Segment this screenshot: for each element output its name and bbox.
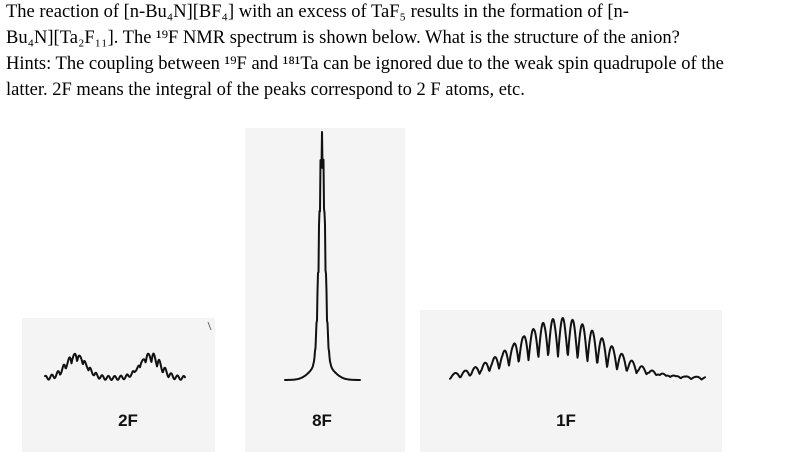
integral-label: 8F [312,411,332,430]
integral-label: 2F [118,411,138,430]
question-line: The reaction of [n-Bu₄N][BF₄] with an ex… [6,2,629,22]
question-line: Hints: The coupling between ¹⁹F and ¹⁸¹T… [6,54,724,74]
question-line: latter. 2F means the integral of the pea… [6,80,525,100]
spectrum-trace [44,352,186,381]
spectrum-panel [420,310,722,452]
spectrum-trace [449,317,706,381]
integral-label: 1F [556,411,576,430]
tick-stroke [207,321,212,331]
question-line: Bu₄N][Ta₂F₁₁]. The ¹⁹F NMR spectrum is s… [6,28,680,48]
spectrum-panel [245,128,405,452]
spectrum-panel [22,318,215,452]
spectrum-trace [284,131,361,381]
